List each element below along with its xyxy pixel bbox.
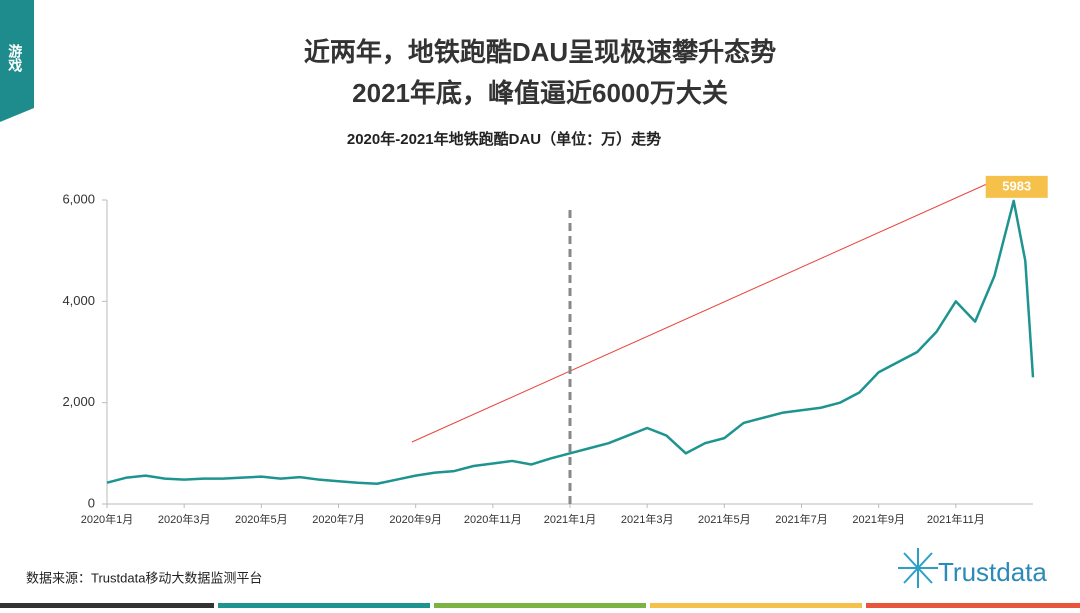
footer-strip (434, 603, 646, 608)
x-tick-label: 2020年3月 (158, 512, 211, 526)
x-tick-label: 2020年1月 (81, 512, 134, 526)
logo-icon (898, 548, 938, 588)
x-tick-label: 2021年9月 (852, 512, 905, 526)
trend-arrow (411, 178, 999, 443)
footer-strip (650, 603, 862, 608)
peak-label: 5983 (1002, 178, 1031, 193)
x-tick-label: 2020年7月 (312, 512, 365, 526)
x-tick-label: 2020年9月 (389, 512, 442, 526)
peak-label-box (985, 175, 1048, 198)
footer-strip (218, 603, 430, 608)
x-tick-label: 2020年11月 (464, 512, 522, 526)
x-tick-label: 2021年7月 (775, 512, 828, 526)
footer-strip (866, 603, 1080, 608)
footer-strip (0, 603, 214, 608)
x-tick-label: 2021年11月 (927, 512, 985, 526)
chart-subtitle: 2020年-2021年地铁跑酷DAU（单位：万）走势 (347, 130, 661, 148)
section-tab (0, 0, 34, 122)
x-tick-label: 2020年5月 (235, 512, 288, 526)
x-tick-label: 2021年1月 (544, 512, 597, 526)
y-tick-label: 2,000 (62, 394, 95, 409)
section-tab-label: 游戏 (7, 43, 23, 73)
logo-text: Trustdata (938, 557, 1047, 587)
title-line: 近两年，地铁跑酷DAU呈现极速攀升态势 (304, 37, 776, 67)
title-line: 2021年底，峰值逼近6000万大关 (352, 78, 728, 108)
y-tick-label: 4,000 (62, 293, 95, 308)
y-tick-label: 6,000 (62, 191, 95, 206)
source-note: 数据来源：Trustdata移动大数据监测平台 (26, 570, 262, 585)
y-tick-label: 0 (88, 495, 95, 510)
x-tick-label: 2021年5月 (698, 512, 751, 526)
x-tick-label: 2021年3月 (621, 512, 674, 526)
data-line (106, 199, 1035, 485)
